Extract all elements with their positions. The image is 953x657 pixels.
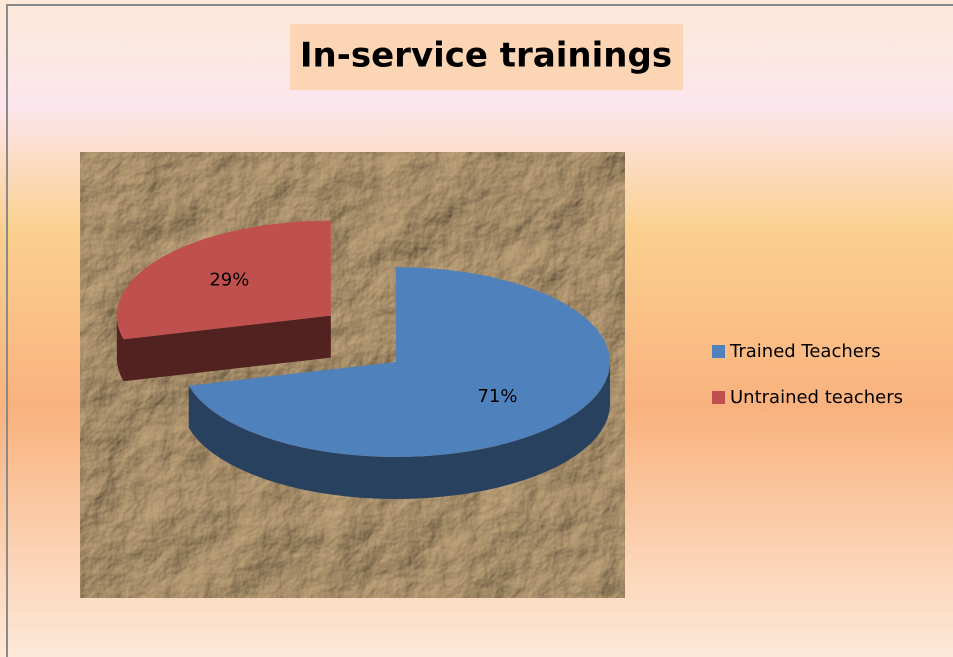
legend-label: Trained Teachers [729, 341, 881, 362]
data-label: 29% [209, 270, 249, 291]
data-label: 71% [477, 386, 517, 407]
chart-title: In-service trainings [300, 36, 672, 76]
legend-swatch [712, 391, 725, 404]
legend-label: Untrained teachers [730, 387, 903, 408]
chart: In-service trainings 29% 71% Trained Teac… [0, 0, 953, 657]
legend-swatch [712, 345, 725, 358]
